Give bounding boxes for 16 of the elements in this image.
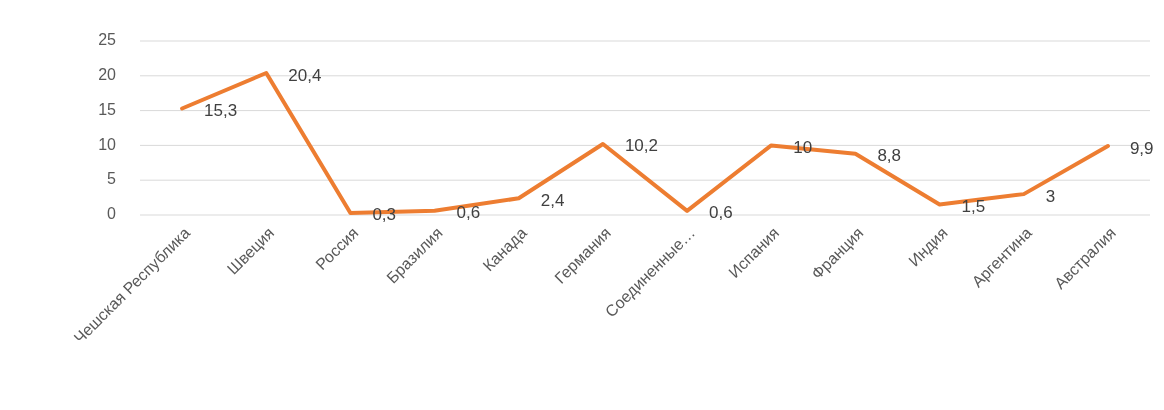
data-label: 0,6 bbox=[709, 203, 733, 223]
data-label: 9,9 bbox=[1129, 138, 1154, 158]
data-label: 8,8 bbox=[877, 146, 902, 166]
data-label: 2,4 bbox=[540, 190, 565, 210]
y-tick-label: 0 bbox=[107, 205, 117, 223]
y-tick-label: 15 bbox=[98, 100, 117, 118]
y-tick-label: 5 bbox=[107, 170, 117, 188]
y-tick-label: 10 bbox=[98, 135, 117, 153]
data-label: 3 bbox=[1045, 186, 1056, 206]
y-tick-label: 25 bbox=[98, 31, 117, 49]
data-label: 10,2 bbox=[624, 136, 659, 156]
data-label: 0,6 bbox=[456, 203, 481, 223]
data-label: 15,3 bbox=[204, 101, 238, 120]
data-label: 20,4 bbox=[288, 65, 322, 85]
y-tick-label: 20 bbox=[98, 66, 117, 84]
data-label: 1,5 bbox=[961, 197, 986, 217]
